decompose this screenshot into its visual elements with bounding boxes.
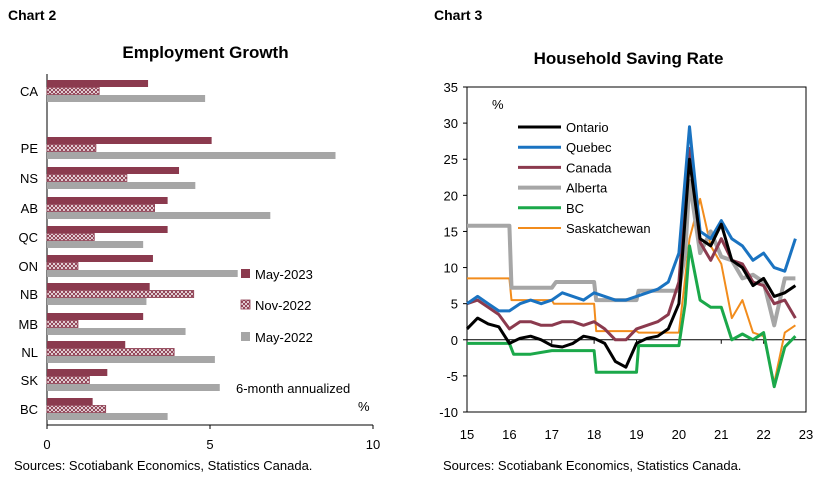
y-tick-label: 0: [451, 333, 458, 348]
y-tick-label: 15: [444, 224, 458, 239]
x-tick-label: 15: [460, 427, 474, 442]
y-tick-label: 35: [444, 80, 458, 95]
category-label: PE: [21, 141, 39, 156]
bar-mb-may-2023: [47, 313, 144, 320]
legend-label: Canada: [566, 160, 612, 175]
series-line-canada: [466, 146, 797, 342]
bar-nl-may-2022: [47, 356, 215, 363]
series-line-saskatchewan: [467, 197, 796, 385]
bar-sk-may-2022: [47, 384, 220, 391]
bar-nb-may-2023: [47, 283, 150, 290]
x-tick-label: 19: [629, 427, 643, 442]
bar-on-nov-2022: [46, 262, 79, 270]
bar-mb-may-2022: [47, 328, 186, 335]
x-tick-label: 0: [43, 437, 50, 452]
y-unit-label: %: [492, 97, 504, 112]
x-tick-label: 22: [756, 427, 770, 442]
category-label: QC: [19, 230, 39, 245]
category-label: ON: [19, 259, 39, 274]
category-label: NB: [20, 287, 38, 302]
bar-ns-nov-2022: [46, 174, 128, 182]
chart3-label: Chart 3: [434, 7, 483, 23]
bar-ns-may-2023: [47, 167, 180, 174]
chart2-title: Employment Growth: [122, 43, 289, 62]
bar-ab-may-2023: [47, 197, 168, 204]
series-line-ontario: [465, 157, 797, 369]
bar-ab-may-2022: [47, 212, 271, 219]
bar-qc-nov-2022: [46, 233, 95, 241]
category-label: AB: [21, 201, 38, 216]
y-tick-label: -5: [446, 369, 458, 384]
bar-sk-nov-2022: [46, 376, 90, 384]
bar-ca-may-2023: [47, 80, 149, 87]
y-tick-label: -10: [439, 405, 458, 420]
y-tick-label: 30: [444, 116, 458, 131]
series-line-bc: [467, 244, 797, 389]
x-tick-label: 23: [799, 427, 813, 442]
legend-swatch: [240, 299, 251, 310]
category-label: CA: [20, 84, 38, 99]
x-tick-label: 18: [587, 427, 601, 442]
x-tick-label: 17: [545, 427, 559, 442]
category-label: MB: [19, 317, 39, 332]
category-label: SK: [21, 373, 39, 388]
x-tick-label: 21: [714, 427, 728, 442]
legend-swatch: [241, 269, 250, 278]
legend-label: May-2023: [255, 267, 313, 282]
bar-bc-nov-2022: [46, 405, 107, 413]
y-tick-label: 25: [444, 152, 458, 167]
x-tick-label: 5: [206, 437, 213, 452]
legend-label: Quebec: [566, 140, 612, 155]
series-line-quebec: [466, 125, 797, 313]
x-tick-label: 16: [502, 427, 516, 442]
category-label: NL: [21, 345, 38, 360]
bar-nl-may-2023: [47, 341, 126, 348]
series-line-alberta: [467, 178, 796, 328]
employment-growth-chart: CA PE NS AB QC ON NB MB NL SK BC 0 5 10 May-2023 Nov-20…: [19, 74, 380, 452]
legend-label: Nov-2022: [255, 298, 311, 313]
bar-pe-nov-2022: [46, 144, 97, 152]
chart2-label: Chart 2: [8, 7, 57, 23]
y-tick-label: 5: [451, 297, 458, 312]
chart3-title: Household Saving Rate: [533, 49, 724, 68]
plot-frame: [466, 86, 807, 413]
bar-pe-may-2022: [47, 152, 336, 159]
x-tick-label: 10: [366, 437, 380, 452]
bar-on-may-2023: [47, 255, 153, 262]
legend-label: Alberta: [566, 181, 608, 196]
bar-ca-nov-2022: [46, 87, 100, 95]
bar-bc-may-2022: [47, 413, 168, 420]
bar-ab-nov-2022: [46, 204, 155, 212]
bar-ns-may-2022: [47, 182, 196, 189]
x-tick-label: 20: [672, 427, 686, 442]
legend-label: Saskatchewan: [566, 221, 651, 236]
category-label: BC: [20, 402, 38, 417]
bar-mb-nov-2022: [46, 320, 79, 328]
bar-qc-may-2022: [47, 241, 144, 248]
bar-bc-may-2023: [47, 398, 93, 405]
y-tick-label: 20: [444, 188, 458, 203]
bar-qc-may-2023: [47, 226, 168, 233]
bar-nb-nov-2022: [46, 290, 195, 298]
bar-nl-nov-2022: [46, 348, 175, 356]
bar-on-may-2022: [47, 270, 238, 277]
chart2-source: Sources: Scotiabank Economics, Statistic…: [14, 458, 313, 473]
bar-pe-may-2023: [47, 137, 212, 144]
y-tick-label: 10: [444, 261, 458, 276]
legend-label: Ontario: [566, 120, 609, 135]
chart3-source: Sources: Scotiabank Economics, Statistic…: [443, 458, 742, 473]
x-unit-label: %: [358, 399, 370, 414]
bar-sk-may-2023: [47, 369, 108, 376]
legend-swatch: [241, 332, 250, 341]
legend-label: May-2022: [255, 330, 313, 345]
legend-label: BC: [566, 201, 584, 216]
bar-nb-may-2022: [47, 298, 147, 305]
annotation-text: 6-month annualized: [236, 381, 350, 396]
bar-ca-may-2022: [47, 95, 206, 102]
category-label: NS: [20, 171, 38, 186]
